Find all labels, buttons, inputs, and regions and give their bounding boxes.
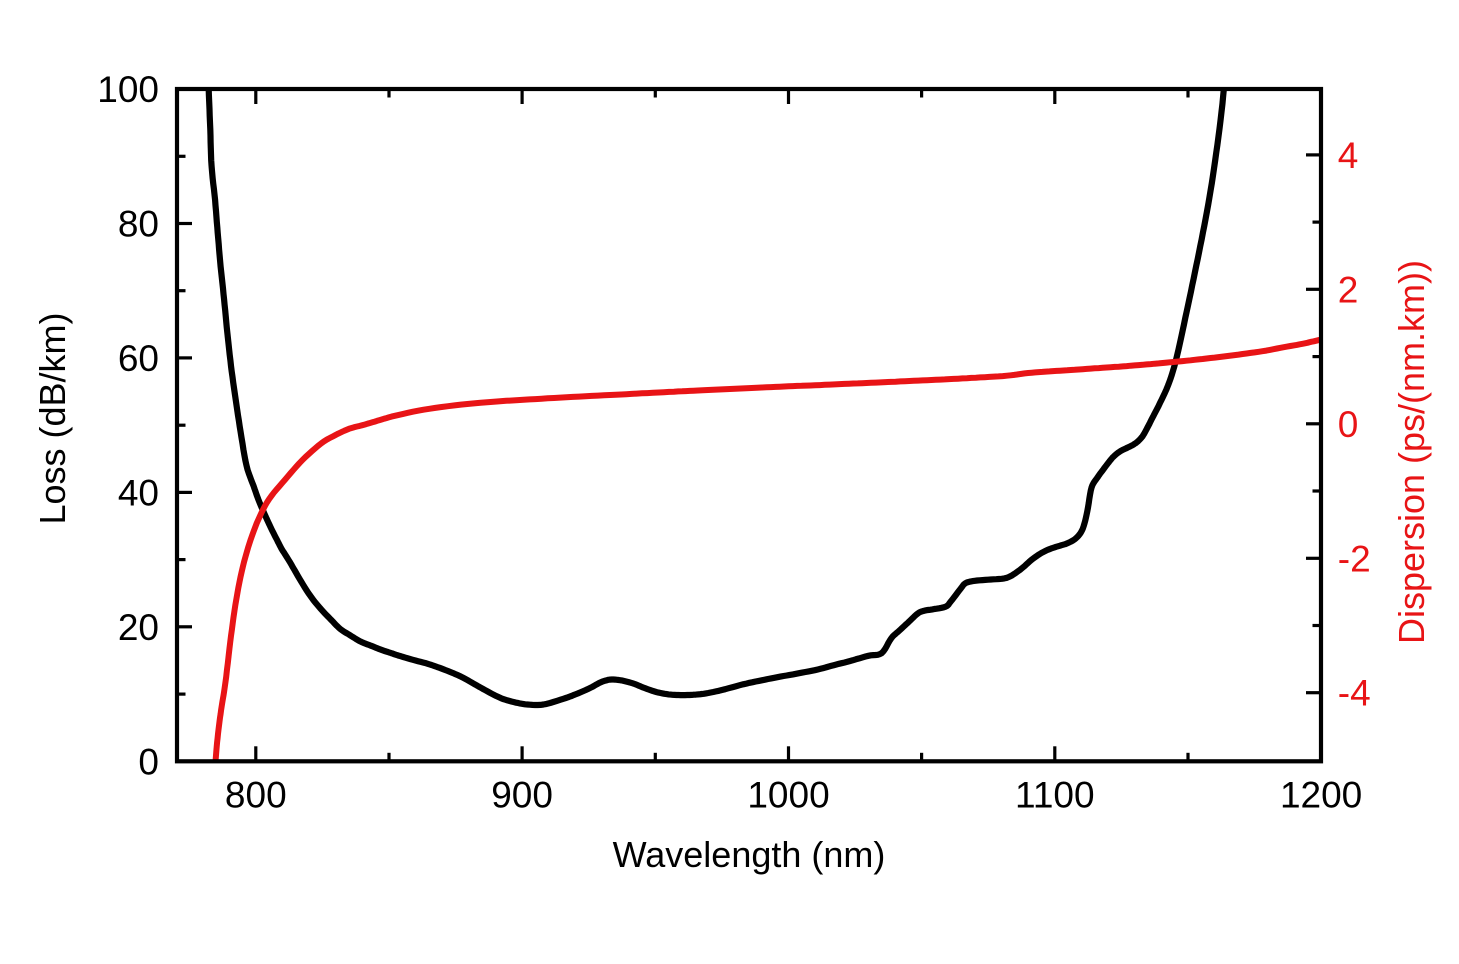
svg-text:800: 800 bbox=[225, 775, 287, 816]
svg-text:2: 2 bbox=[1338, 269, 1359, 310]
svg-text:Wavelength (nm): Wavelength (nm) bbox=[613, 834, 886, 875]
svg-text:4: 4 bbox=[1338, 135, 1359, 176]
svg-text:0: 0 bbox=[1338, 404, 1359, 445]
svg-text:1100: 1100 bbox=[1015, 775, 1095, 816]
svg-text:0: 0 bbox=[138, 741, 159, 782]
svg-text:900: 900 bbox=[491, 775, 553, 816]
svg-text:Loss (dB/km): Loss (dB/km) bbox=[32, 312, 73, 524]
svg-text:20: 20 bbox=[118, 607, 159, 648]
svg-text:-4: -4 bbox=[1338, 673, 1371, 714]
svg-text:1200: 1200 bbox=[1280, 775, 1362, 816]
svg-text:1000: 1000 bbox=[747, 775, 829, 816]
svg-text:-2: -2 bbox=[1338, 538, 1371, 579]
svg-text:100: 100 bbox=[97, 69, 159, 110]
svg-text:Dispersion (ps/(nm.km)): Dispersion (ps/(nm.km)) bbox=[1391, 260, 1432, 644]
svg-text:60: 60 bbox=[118, 338, 159, 379]
svg-text:80: 80 bbox=[118, 204, 159, 245]
svg-text:40: 40 bbox=[118, 472, 159, 513]
